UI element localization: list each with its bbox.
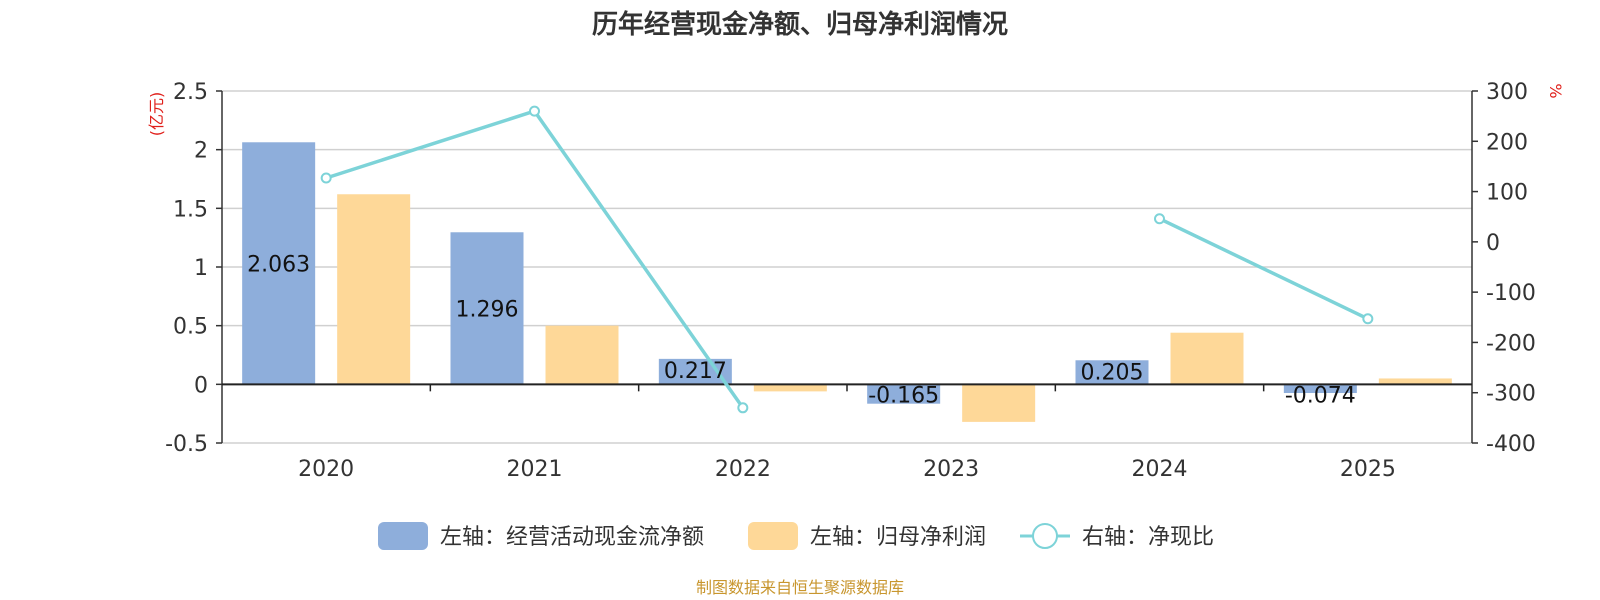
legend-swatch <box>378 522 428 550</box>
right-tick-label: -300 <box>1486 382 1536 407</box>
category-label: 2025 <box>1340 457 1396 482</box>
right-axis-unit: % <box>1546 83 1565 98</box>
grid-lines <box>222 90 1472 444</box>
data-label: 0.217 <box>664 359 727 384</box>
right-tick-label: 0 <box>1486 231 1500 256</box>
right-tick-label: -100 <box>1486 281 1536 306</box>
left-tick-label: 1 <box>194 256 208 281</box>
ratio-point <box>1154 213 1165 225</box>
right-tick-label: 200 <box>1486 130 1528 155</box>
legend-ratio: 右轴：净现比 <box>1020 523 1214 550</box>
right-tick-label: -200 <box>1486 331 1536 356</box>
left-tick-label: 0.5 <box>173 315 208 340</box>
cashflow-bar <box>658 358 732 385</box>
category-label: 2022 <box>715 457 771 482</box>
left-axis-unit: (亿元) <box>147 92 166 137</box>
net-profit-bar <box>962 384 1036 422</box>
cashflow-bar <box>867 384 941 404</box>
ratio-line <box>320 105 1374 414</box>
net-profit-bar <box>1378 378 1452 385</box>
category-label: 2020 <box>298 457 354 482</box>
cashflow-bar <box>1075 360 1149 385</box>
bars <box>242 142 1452 422</box>
legend-label: 左轴：经营活动现金流净额 <box>440 525 704 550</box>
left-tick-label: 1.5 <box>173 197 208 222</box>
cashflow-bar <box>450 232 524 385</box>
right-tick-label: 300 <box>1486 80 1528 105</box>
left-tick-label: 2 <box>194 139 208 164</box>
category-label: 2023 <box>923 457 979 482</box>
ratio-point <box>320 172 332 184</box>
legend: 左轴：经营活动现金流净额 左轴：归母净利润 右轴：净现比 <box>378 522 1214 550</box>
cashflow-bar <box>242 142 316 385</box>
data-label: 2.063 <box>247 252 310 277</box>
net-profit-bar <box>1170 332 1244 385</box>
right-tick-label: 100 <box>1486 181 1528 206</box>
category-label: 2021 <box>507 457 563 482</box>
left-tick-label: -0.5 <box>165 432 208 457</box>
legend-cashflow: 左轴：经营活动现金流净额 <box>378 522 704 550</box>
cashflow-bar <box>1283 384 1357 394</box>
ratio-point <box>737 402 749 414</box>
data-labels: 2.063 1.296 0.217 -0.165 0.205 -0.074 <box>247 252 1356 408</box>
ratio-point <box>529 105 540 117</box>
legend-swatch <box>748 522 798 550</box>
right-tick-label: -400 <box>1486 432 1536 457</box>
legend-label: 左轴：归母净利润 <box>810 525 986 550</box>
ratio-point <box>1362 313 1374 325</box>
legend-net-profit: 左轴：归母净利润 <box>748 522 986 550</box>
left-tick-label: 0 <box>194 373 208 398</box>
data-label: -0.074 <box>1285 383 1356 408</box>
legend-label: 右轴：净现比 <box>1082 525 1214 550</box>
chart-title: 历年经营现金净额、归母净利润情况 <box>592 9 1008 40</box>
net-profit-bar <box>753 384 827 392</box>
left-tick-label: 2.5 <box>173 80 208 105</box>
data-label: 0.205 <box>1081 360 1144 385</box>
category-label: 2024 <box>1132 457 1188 482</box>
axes: -0.5 0 0.5 1 1.5 2 2.5 -400 -300 -200 -100 0 100 200 3… <box>165 80 1536 482</box>
net-profit-bar <box>337 194 411 385</box>
ratio-line-segment <box>1158 217 1369 321</box>
net-profit-bar <box>545 325 619 385</box>
data-label: -0.165 <box>868 383 939 408</box>
data-label: 1.296 <box>456 297 519 322</box>
source-note: 制图数据来自恒生聚源数据库 <box>696 578 904 597</box>
legend-swatch-marker <box>1032 523 1058 549</box>
